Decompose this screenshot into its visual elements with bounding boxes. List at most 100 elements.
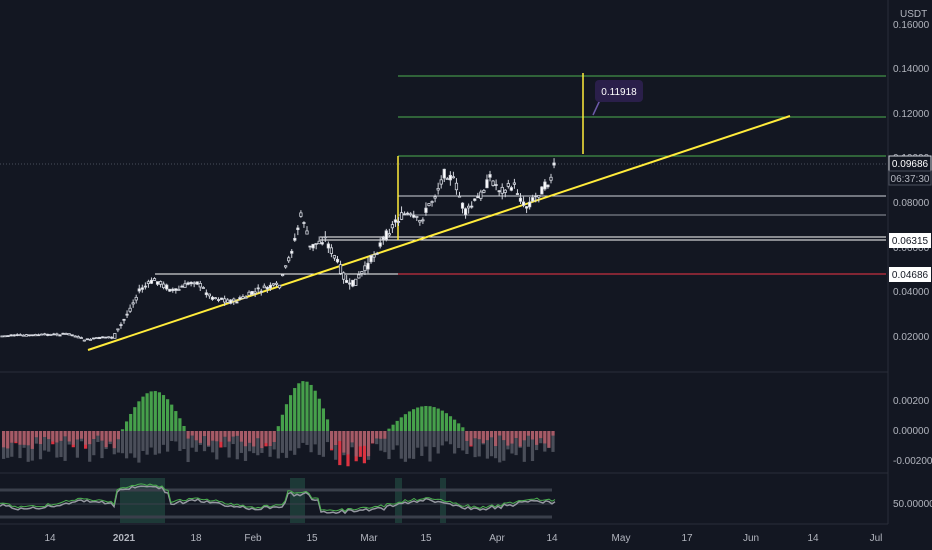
candle-body (448, 174, 452, 181)
time-tick-label: 2021 (113, 533, 136, 544)
candle-body (27, 334, 32, 337)
histogram-grey-bar (305, 431, 309, 445)
histogram-bar (403, 414, 407, 431)
candle-body (43, 333, 47, 336)
histogram-grey-bar (88, 431, 92, 462)
candle-body (146, 281, 150, 285)
histogram-grey-bar (256, 431, 260, 456)
time-tick-label: Jun (743, 533, 759, 544)
candle-body (378, 242, 382, 247)
histogram-grey-bar (166, 431, 170, 452)
candle-body (40, 333, 44, 336)
candle-body (540, 186, 544, 195)
candle-body (494, 184, 498, 186)
candle-body (152, 278, 157, 281)
candle-body (406, 212, 410, 215)
histogram-bar (407, 411, 412, 431)
histogram-bar (428, 406, 432, 431)
oscillator-2-axis[interactable]: 50.00000 (893, 499, 932, 510)
candle-body (537, 194, 541, 198)
candle-body (341, 272, 346, 280)
oscillator-1-axis[interactable]: 0.00200 0.00000 -0.00200 (893, 396, 932, 467)
candle-body (226, 299, 230, 303)
histogram-grey-bar (6, 431, 10, 458)
candle-body (244, 296, 248, 299)
candle-body (497, 190, 501, 193)
histogram-grey-bar (313, 431, 317, 445)
histogram-bar (453, 419, 457, 431)
histogram-grey-bar (2, 431, 6, 459)
histogram-grey-bar (510, 431, 514, 454)
trend-line[interactable] (87, 115, 791, 351)
histogram-grey-bar (84, 431, 88, 445)
candle-body (104, 336, 108, 339)
histogram-grey-bar (239, 431, 243, 453)
candle-body (308, 245, 312, 248)
candle-body (174, 288, 178, 291)
histogram-grey-bar (489, 431, 494, 457)
drawings[interactable] (0, 73, 886, 351)
candle-body (168, 288, 172, 292)
histogram-grey-bar (469, 431, 473, 446)
candle-body (436, 188, 440, 191)
candle-body (46, 333, 50, 336)
candle-body (482, 189, 486, 193)
candle-body (326, 243, 330, 249)
candlesticks[interactable] (0, 158, 556, 342)
candle-body (24, 334, 29, 337)
osc1-tick-label: -0.00200 (893, 456, 932, 467)
histogram-bar (178, 418, 182, 431)
histogram-bar (391, 424, 395, 431)
target-callout[interactable]: 0.11918 (592, 80, 643, 116)
candle-body (238, 297, 242, 300)
candle-body (421, 219, 425, 222)
candle-body (454, 182, 459, 191)
candle-body (525, 206, 529, 209)
candle-body (94, 337, 99, 339)
candle-body (320, 242, 324, 245)
histogram-bar (280, 414, 284, 431)
candle-body (375, 252, 379, 255)
histogram-bar (174, 411, 178, 431)
time-axis[interactable]: 14 2021 18 Feb 15 Mar 15 Apr 14 May 17 Jun 14 Jul (44, 533, 882, 544)
candle-body (219, 297, 224, 300)
histogram-grey-bar (120, 431, 125, 454)
histogram-grey-bar (145, 431, 149, 455)
candle-body (293, 237, 297, 241)
histogram-grey-bar (63, 431, 67, 461)
candle-body (470, 205, 474, 208)
histogram-bar (129, 413, 133, 431)
candle-body (110, 336, 114, 339)
candle-body (134, 296, 138, 301)
histogram-grey-bar (485, 431, 489, 459)
candle-body (402, 213, 407, 216)
histogram-grey-bar (530, 431, 535, 462)
histogram-grey-bar (551, 431, 555, 452)
histogram-grey-bar (334, 431, 338, 460)
histogram-bar (166, 399, 170, 431)
histogram-grey-bar (338, 431, 342, 442)
candle-body (396, 221, 401, 223)
histogram-bar (424, 406, 428, 431)
histogram-grey-bar (325, 431, 330, 443)
histogram-grey-bar (161, 431, 166, 445)
level-2-tag (889, 267, 931, 282)
candle-body (201, 287, 205, 289)
candle-body (3, 335, 7, 338)
histogram-grey-bar (432, 431, 436, 448)
oscillator-2[interactable] (0, 478, 556, 523)
candle-body (162, 283, 166, 289)
candle-body (207, 293, 211, 297)
candle-body (76, 336, 80, 339)
price-tick-label: 0.14000 (893, 64, 930, 75)
candle-body (223, 298, 227, 303)
histogram-grey-bar (207, 431, 211, 447)
oscillator-1-histogram[interactable] (2, 381, 555, 467)
histogram-grey-bar (518, 431, 522, 448)
histogram-bar (313, 390, 317, 431)
histogram-grey-bar (75, 431, 79, 458)
level-1-tag (889, 233, 931, 248)
candle-body (61, 332, 65, 335)
histogram-grey-bar (276, 431, 280, 459)
